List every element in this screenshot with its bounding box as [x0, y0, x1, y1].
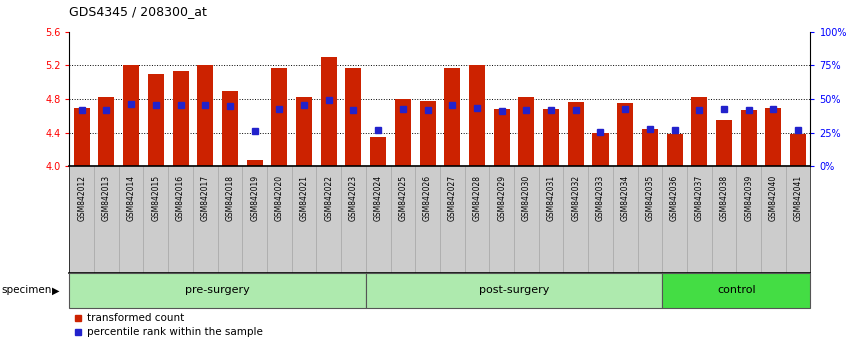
Text: GSM842035: GSM842035: [645, 175, 655, 221]
Text: GSM842037: GSM842037: [695, 175, 704, 221]
Bar: [222, 91, 238, 166]
Text: GDS4345 / 208300_at: GDS4345 / 208300_at: [69, 5, 207, 18]
Text: GSM842017: GSM842017: [201, 175, 210, 221]
Text: GSM842019: GSM842019: [250, 175, 259, 221]
Text: control: control: [717, 285, 755, 295]
Bar: [345, 68, 361, 166]
Bar: [519, 97, 535, 166]
Bar: [124, 65, 139, 166]
Bar: [197, 65, 213, 166]
Text: GSM842013: GSM842013: [102, 175, 111, 221]
Text: GSM842015: GSM842015: [151, 175, 161, 221]
Bar: [568, 103, 584, 166]
Bar: [69, 273, 365, 308]
Text: GSM842040: GSM842040: [769, 175, 778, 221]
Text: GSM842028: GSM842028: [472, 175, 481, 221]
Legend: transformed count, percentile rank within the sample: transformed count, percentile rank withi…: [74, 313, 263, 337]
Text: ▶: ▶: [52, 285, 60, 295]
Bar: [395, 99, 411, 166]
Bar: [667, 133, 683, 166]
Text: GSM842031: GSM842031: [547, 175, 556, 221]
Text: GSM842025: GSM842025: [398, 175, 408, 221]
Bar: [642, 129, 658, 166]
Bar: [247, 160, 262, 166]
Bar: [173, 72, 189, 166]
Bar: [272, 68, 288, 166]
Text: GSM842032: GSM842032: [571, 175, 580, 221]
Bar: [741, 110, 756, 166]
Bar: [321, 57, 337, 166]
Bar: [98, 97, 114, 166]
Bar: [662, 273, 810, 308]
Bar: [444, 68, 460, 166]
Text: GSM842030: GSM842030: [522, 175, 531, 221]
Text: post-surgery: post-surgery: [479, 285, 549, 295]
Bar: [420, 101, 436, 166]
Text: GSM842038: GSM842038: [719, 175, 728, 221]
Bar: [365, 273, 662, 308]
Text: GSM842016: GSM842016: [176, 175, 185, 221]
Text: GSM842012: GSM842012: [77, 175, 86, 221]
Text: GSM842041: GSM842041: [794, 175, 803, 221]
Text: GSM842020: GSM842020: [275, 175, 284, 221]
Bar: [691, 97, 707, 166]
Text: GSM842014: GSM842014: [127, 175, 135, 221]
Text: GSM842034: GSM842034: [621, 175, 629, 221]
Bar: [74, 108, 90, 166]
Bar: [716, 120, 732, 166]
Text: GSM842036: GSM842036: [670, 175, 679, 221]
Text: GSM842023: GSM842023: [349, 175, 358, 221]
Bar: [494, 109, 509, 166]
Text: GSM842033: GSM842033: [596, 175, 605, 221]
Text: GSM842026: GSM842026: [423, 175, 432, 221]
Text: GSM842027: GSM842027: [448, 175, 457, 221]
Bar: [469, 65, 485, 166]
Bar: [371, 137, 386, 166]
Bar: [618, 103, 633, 166]
Text: GSM842021: GSM842021: [299, 175, 309, 221]
Bar: [766, 108, 782, 166]
Bar: [148, 74, 164, 166]
Text: GSM842022: GSM842022: [324, 175, 333, 221]
Text: specimen: specimen: [2, 285, 52, 295]
Text: GSM842039: GSM842039: [744, 175, 753, 221]
Text: GSM842029: GSM842029: [497, 175, 506, 221]
Text: pre-surgery: pre-surgery: [185, 285, 250, 295]
Text: GSM842024: GSM842024: [374, 175, 382, 221]
Bar: [592, 133, 608, 166]
Bar: [790, 135, 806, 166]
Bar: [296, 97, 312, 166]
Text: GSM842018: GSM842018: [225, 175, 234, 221]
Bar: [543, 109, 559, 166]
